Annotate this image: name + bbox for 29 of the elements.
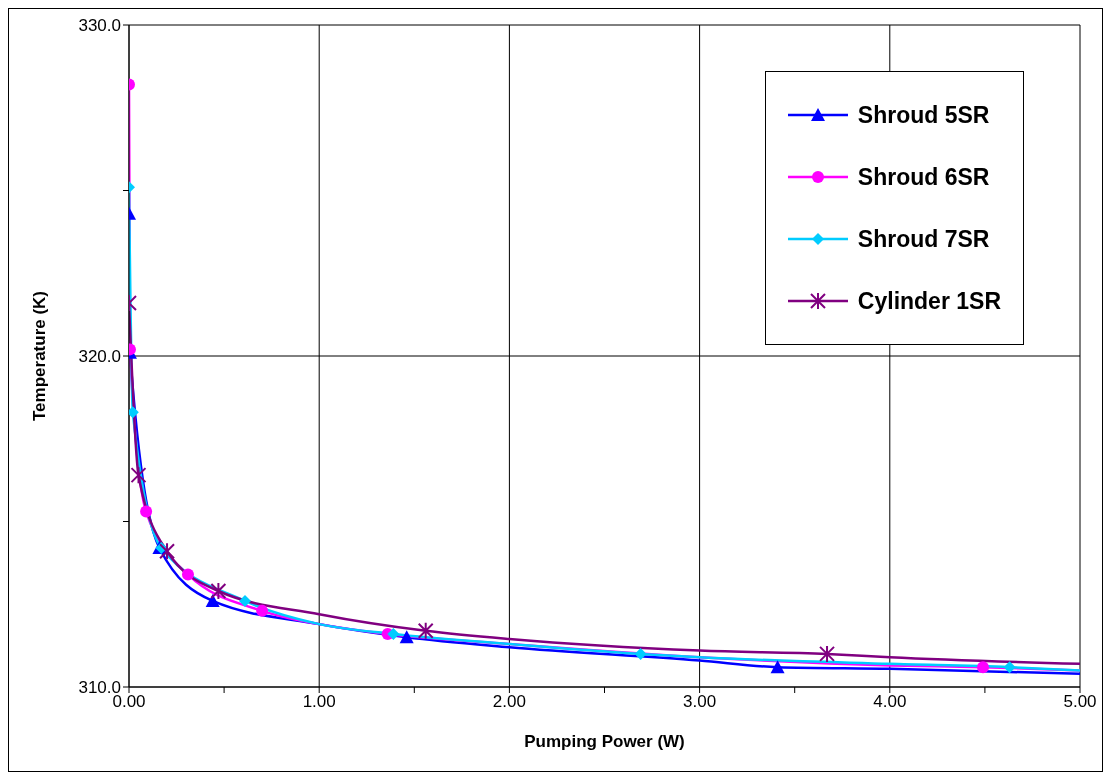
point (417, 621, 434, 640)
point (205, 593, 220, 607)
x-tick-label: 1.00 (302, 692, 336, 712)
point (140, 505, 153, 518)
x-tick-label: 4.00 (873, 692, 907, 712)
legend-label: Shroud 5SR (857, 101, 990, 129)
y-axis-title: Temperature (K) (30, 290, 50, 422)
point (770, 660, 785, 674)
point (181, 568, 194, 581)
point (387, 628, 400, 641)
point (159, 542, 176, 561)
legend-label: Shroud 7SR (857, 225, 990, 253)
point (819, 644, 836, 663)
point (1003, 661, 1016, 674)
legend-label: Shroud 6SR (857, 163, 990, 191)
point (977, 661, 989, 674)
y-tick-label: 320.0 (78, 347, 121, 367)
y-tick-label: 330.0 (78, 16, 121, 36)
point (634, 647, 647, 660)
x-tick-label: 2.00 (492, 692, 526, 712)
point (130, 466, 147, 485)
x-axis-title: Pumping Power (W) (524, 732, 685, 751)
x-tick-label: 5.00 (1063, 692, 1097, 712)
point (256, 604, 269, 617)
legend-label: Cylinder 1SR (857, 287, 1001, 315)
x-tick-label: 3.00 (683, 692, 717, 712)
point (239, 594, 252, 607)
point (210, 582, 227, 601)
point (399, 630, 414, 644)
